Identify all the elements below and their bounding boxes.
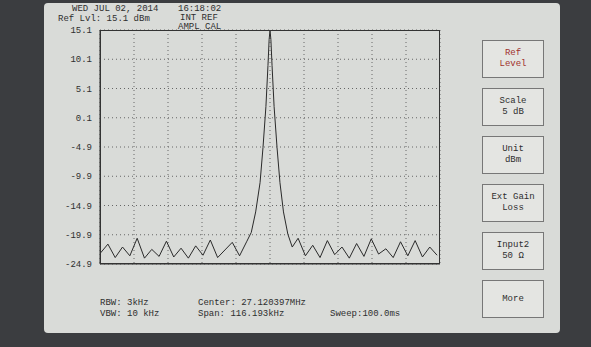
html-text:Input2: Input2	[496, 240, 530, 250]
svg-text:15.1: 15.1	[70, 26, 92, 36]
html-text:AMPL CAL: AMPL CAL	[178, 22, 222, 32]
html-text:Scale: Scale	[499, 96, 527, 106]
svg-text:5.1: 5.1	[76, 85, 92, 95]
html-text:5 dB: 5 dB	[502, 107, 524, 117]
svg-text:-19.9: -19.9	[65, 231, 92, 241]
html-text:50 Ω: 50 Ω	[502, 251, 524, 261]
html-text:Level: Level	[499, 59, 527, 69]
html-text:Ext Gain: Ext Gain	[491, 192, 535, 202]
svg-text:-4.9: -4.9	[70, 143, 92, 153]
html-text:RBW: 3kHz: RBW: 3kHz	[100, 298, 149, 308]
html-text:Center: 27.120397MHz: Center: 27.120397MHz	[198, 298, 306, 308]
html-text:Loss: Loss	[502, 203, 524, 213]
html-text:VBW: 10 kHz: VBW: 10 kHz	[100, 309, 160, 319]
svg-text:-24.9: -24.9	[65, 260, 92, 270]
html-text:Span: 116.193kHz: Span: 116.193kHz	[198, 309, 285, 319]
svg-text:-14.9: -14.9	[65, 202, 92, 212]
html-text:Ref: Ref	[504, 48, 522, 58]
svg-text:10.1: 10.1	[70, 55, 92, 65]
html-text:Unit: Unit	[502, 144, 524, 154]
svg-text:-9.9: -9.9	[70, 172, 92, 182]
html-text:dBm: dBm	[504, 155, 522, 165]
html-text:INT REF: INT REF	[180, 13, 218, 23]
html-text:Sweep:100.0ms: Sweep:100.0ms	[330, 309, 401, 319]
html-text:More: More	[502, 293, 524, 304]
html-text:WED JUL 02, 2014: WED JUL 02, 2014	[72, 4, 159, 14]
svg-text:0.1: 0.1	[76, 114, 92, 124]
html-text:16:18:02: 16:18:02	[178, 4, 222, 14]
html-text:Ref Lvl: 15.1 dBm: Ref Lvl: 15.1 dBm	[58, 14, 150, 24]
